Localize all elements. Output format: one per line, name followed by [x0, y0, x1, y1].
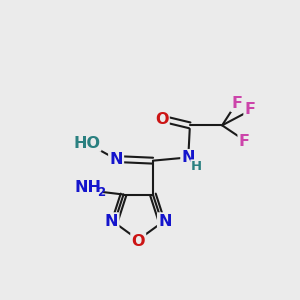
Text: H: H: [191, 160, 202, 173]
Text: N: N: [158, 214, 172, 229]
Text: F: F: [231, 96, 242, 111]
Text: O: O: [155, 112, 169, 127]
Text: F: F: [244, 102, 256, 117]
Text: O: O: [131, 234, 145, 249]
Text: N: N: [110, 152, 123, 167]
Text: F: F: [239, 134, 250, 149]
Text: 2: 2: [97, 186, 105, 199]
Text: NH: NH: [75, 180, 102, 195]
Text: HO: HO: [73, 136, 100, 151]
Text: N: N: [182, 150, 195, 165]
Text: N: N: [105, 214, 118, 229]
